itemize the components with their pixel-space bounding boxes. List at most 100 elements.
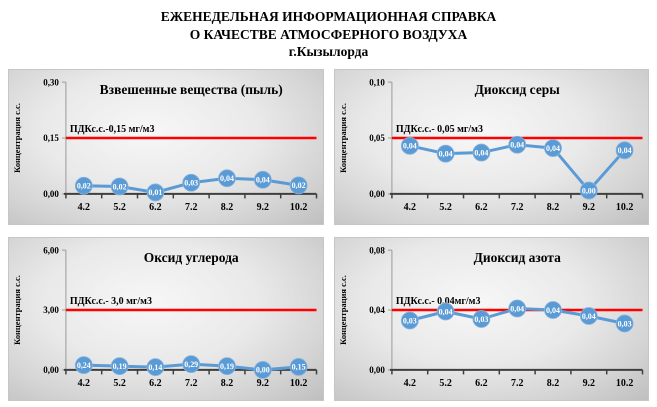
data-point-label: 0,29 xyxy=(184,360,198,369)
x-tick-label: 7.2 xyxy=(185,378,197,389)
y-tick-label: 0,04 xyxy=(369,305,385,315)
data-point-label: 0,01 xyxy=(148,188,162,197)
y-tick-label: 0,08 xyxy=(369,245,385,255)
data-point-label: 0,04 xyxy=(510,304,524,313)
data-point-marker xyxy=(253,170,272,189)
data-point-label: 0,14 xyxy=(148,363,162,372)
data-point-marker xyxy=(218,356,236,375)
data-point-label: 0,04 xyxy=(546,305,560,314)
x-tick-label: 10.2 xyxy=(290,202,307,213)
data-point-label: 0,19 xyxy=(220,362,234,371)
data-point-label: 0,03 xyxy=(474,314,488,323)
data-point-marker xyxy=(543,138,562,157)
data-point-marker xyxy=(289,176,308,194)
data-point-label: 0,02 xyxy=(113,182,127,191)
data-point-marker xyxy=(74,355,93,374)
data-point-marker xyxy=(253,360,272,379)
data-point-label: 0,15 xyxy=(292,362,306,371)
x-tick-label: 9.2 xyxy=(582,378,594,389)
pdk-label: ПДКс.с.- 3,0 мг/м3 xyxy=(70,296,152,307)
x-tick-label: 10.2 xyxy=(615,378,632,389)
y-tick-label: 0,00 xyxy=(369,189,385,199)
data-point-label: 0,04 xyxy=(617,146,631,155)
data-point-marker xyxy=(472,309,490,328)
data-point-label: 0,04 xyxy=(438,149,452,158)
pdk-label: ПДКс.с.- 0,05 мг/м3 xyxy=(395,124,482,135)
report-title-line-2: О КАЧЕСТВЕ АТМОСФЕРНОГО ВОЗДУХА xyxy=(189,26,468,42)
data-point-label: 0,04 xyxy=(220,174,234,183)
y-tick-label: 6,00 xyxy=(43,245,59,255)
data-point-marker xyxy=(543,300,562,319)
data-point-marker xyxy=(146,183,165,201)
x-tick-label: 7.2 xyxy=(510,378,522,389)
data-point-label: 0,04 xyxy=(438,307,452,316)
data-point-marker xyxy=(507,299,526,318)
data-point-label: 0,04 xyxy=(546,144,560,153)
x-tick-label: 4.2 xyxy=(78,202,90,213)
x-tick-label: 8.2 xyxy=(546,378,558,389)
data-point-label: 0,19 xyxy=(113,362,127,371)
chart-panel-carbon-monoxide: Оксид углерода Концентрация с.с. 0,00 3,00 6… xyxy=(8,236,324,401)
data-point-label: 0,00 xyxy=(256,365,270,374)
chart-panel-nitrogen-dioxide: Диоксид азота Концентрация с.с. 0,00 0,04 0,… xyxy=(333,236,649,401)
report-title-line-3: г.Кызылорда xyxy=(288,44,369,60)
chart-panel-dust: Взвешенные вещества (пыль) Концентрация с… xyxy=(8,68,324,225)
y-tick-label: 0,05 xyxy=(369,133,385,143)
data-point-marker xyxy=(615,314,633,333)
data-point-marker xyxy=(400,311,419,330)
data-point-label: 0,24 xyxy=(77,361,91,370)
x-tick-label: 8.2 xyxy=(546,202,558,213)
data-point-marker xyxy=(436,144,454,163)
x-tick-label: 6.2 xyxy=(475,378,487,389)
x-tick-label: 9.2 xyxy=(257,378,269,389)
data-point-label: 0,04 xyxy=(581,311,595,320)
pdk-label: ПДКс.с.-0,15 мг/м3 xyxy=(70,124,155,135)
x-tick-label: 10.2 xyxy=(615,202,632,213)
x-tick-label: 6.2 xyxy=(475,202,487,213)
data-point-marker xyxy=(400,136,419,155)
data-point-label: 0,03 xyxy=(617,319,631,328)
data-point-marker xyxy=(507,135,526,154)
data-point-label: 0,02 xyxy=(77,181,91,190)
chart-title: Диоксид азота xyxy=(473,250,561,265)
chart-title: Оксид углерода xyxy=(144,250,239,265)
data-point-label: 0,02 xyxy=(292,181,306,190)
data-point-label: 0,04 xyxy=(256,175,270,184)
y-tick-label: 0,10 xyxy=(369,77,385,87)
x-tick-label: 8.2 xyxy=(221,378,233,389)
y-tick-label: 0,15 xyxy=(43,133,59,143)
x-tick-label: 4.2 xyxy=(78,378,90,389)
data-point-label: 0,04 xyxy=(474,148,488,157)
chart-svg: Взвешенные вещества (пыль) Концентрация с… xyxy=(12,77,318,213)
data-point-marker xyxy=(615,141,633,159)
data-point-marker xyxy=(579,306,598,325)
report-title: ЕЖЕНЕДЕЛЬНАЯ ИНФОРМАЦИОННАЯ СПРАВКА О КА… xyxy=(0,8,657,61)
data-point-marker xyxy=(146,357,165,376)
x-tick-label: 5.2 xyxy=(113,378,125,389)
data-point-marker xyxy=(436,302,454,321)
x-tick-label: 5.2 xyxy=(113,202,125,213)
y-tick-label: 0,00 xyxy=(43,365,59,375)
data-point-label: 0,04 xyxy=(510,140,524,149)
data-point-marker xyxy=(182,173,201,192)
y-axis-label: Концентрация с.с. xyxy=(337,103,347,173)
chart-svg: Диоксид азота Концентрация с.с. 0,00 0,04 0,… xyxy=(337,245,643,389)
pdk-label: ПДКс.с.- 0,04мг/м3 xyxy=(395,296,480,307)
data-point-marker xyxy=(110,177,129,195)
data-point-label: 0,04 xyxy=(402,141,416,150)
y-tick-label: 0,00 xyxy=(369,365,385,375)
chart-svg: Диоксид серы Концентрация с.с. 0,00 0,05 0,1… xyxy=(337,77,643,213)
data-point-marker xyxy=(579,181,598,200)
x-tick-label: 4.2 xyxy=(403,202,415,213)
y-axis-label: Концентрация с.с. xyxy=(12,103,22,173)
x-tick-label: 9.2 xyxy=(257,202,269,213)
x-tick-label: 7.2 xyxy=(510,202,522,213)
data-point-marker xyxy=(74,176,93,195)
y-tick-label: 0,30 xyxy=(43,77,59,87)
x-tick-label: 5.2 xyxy=(439,202,451,213)
y-tick-label: 0,00 xyxy=(43,189,59,199)
y-axis-label: Концентрация с.с. xyxy=(337,275,347,345)
x-tick-label: 6.2 xyxy=(149,202,161,213)
x-tick-label: 9.2 xyxy=(582,202,594,213)
